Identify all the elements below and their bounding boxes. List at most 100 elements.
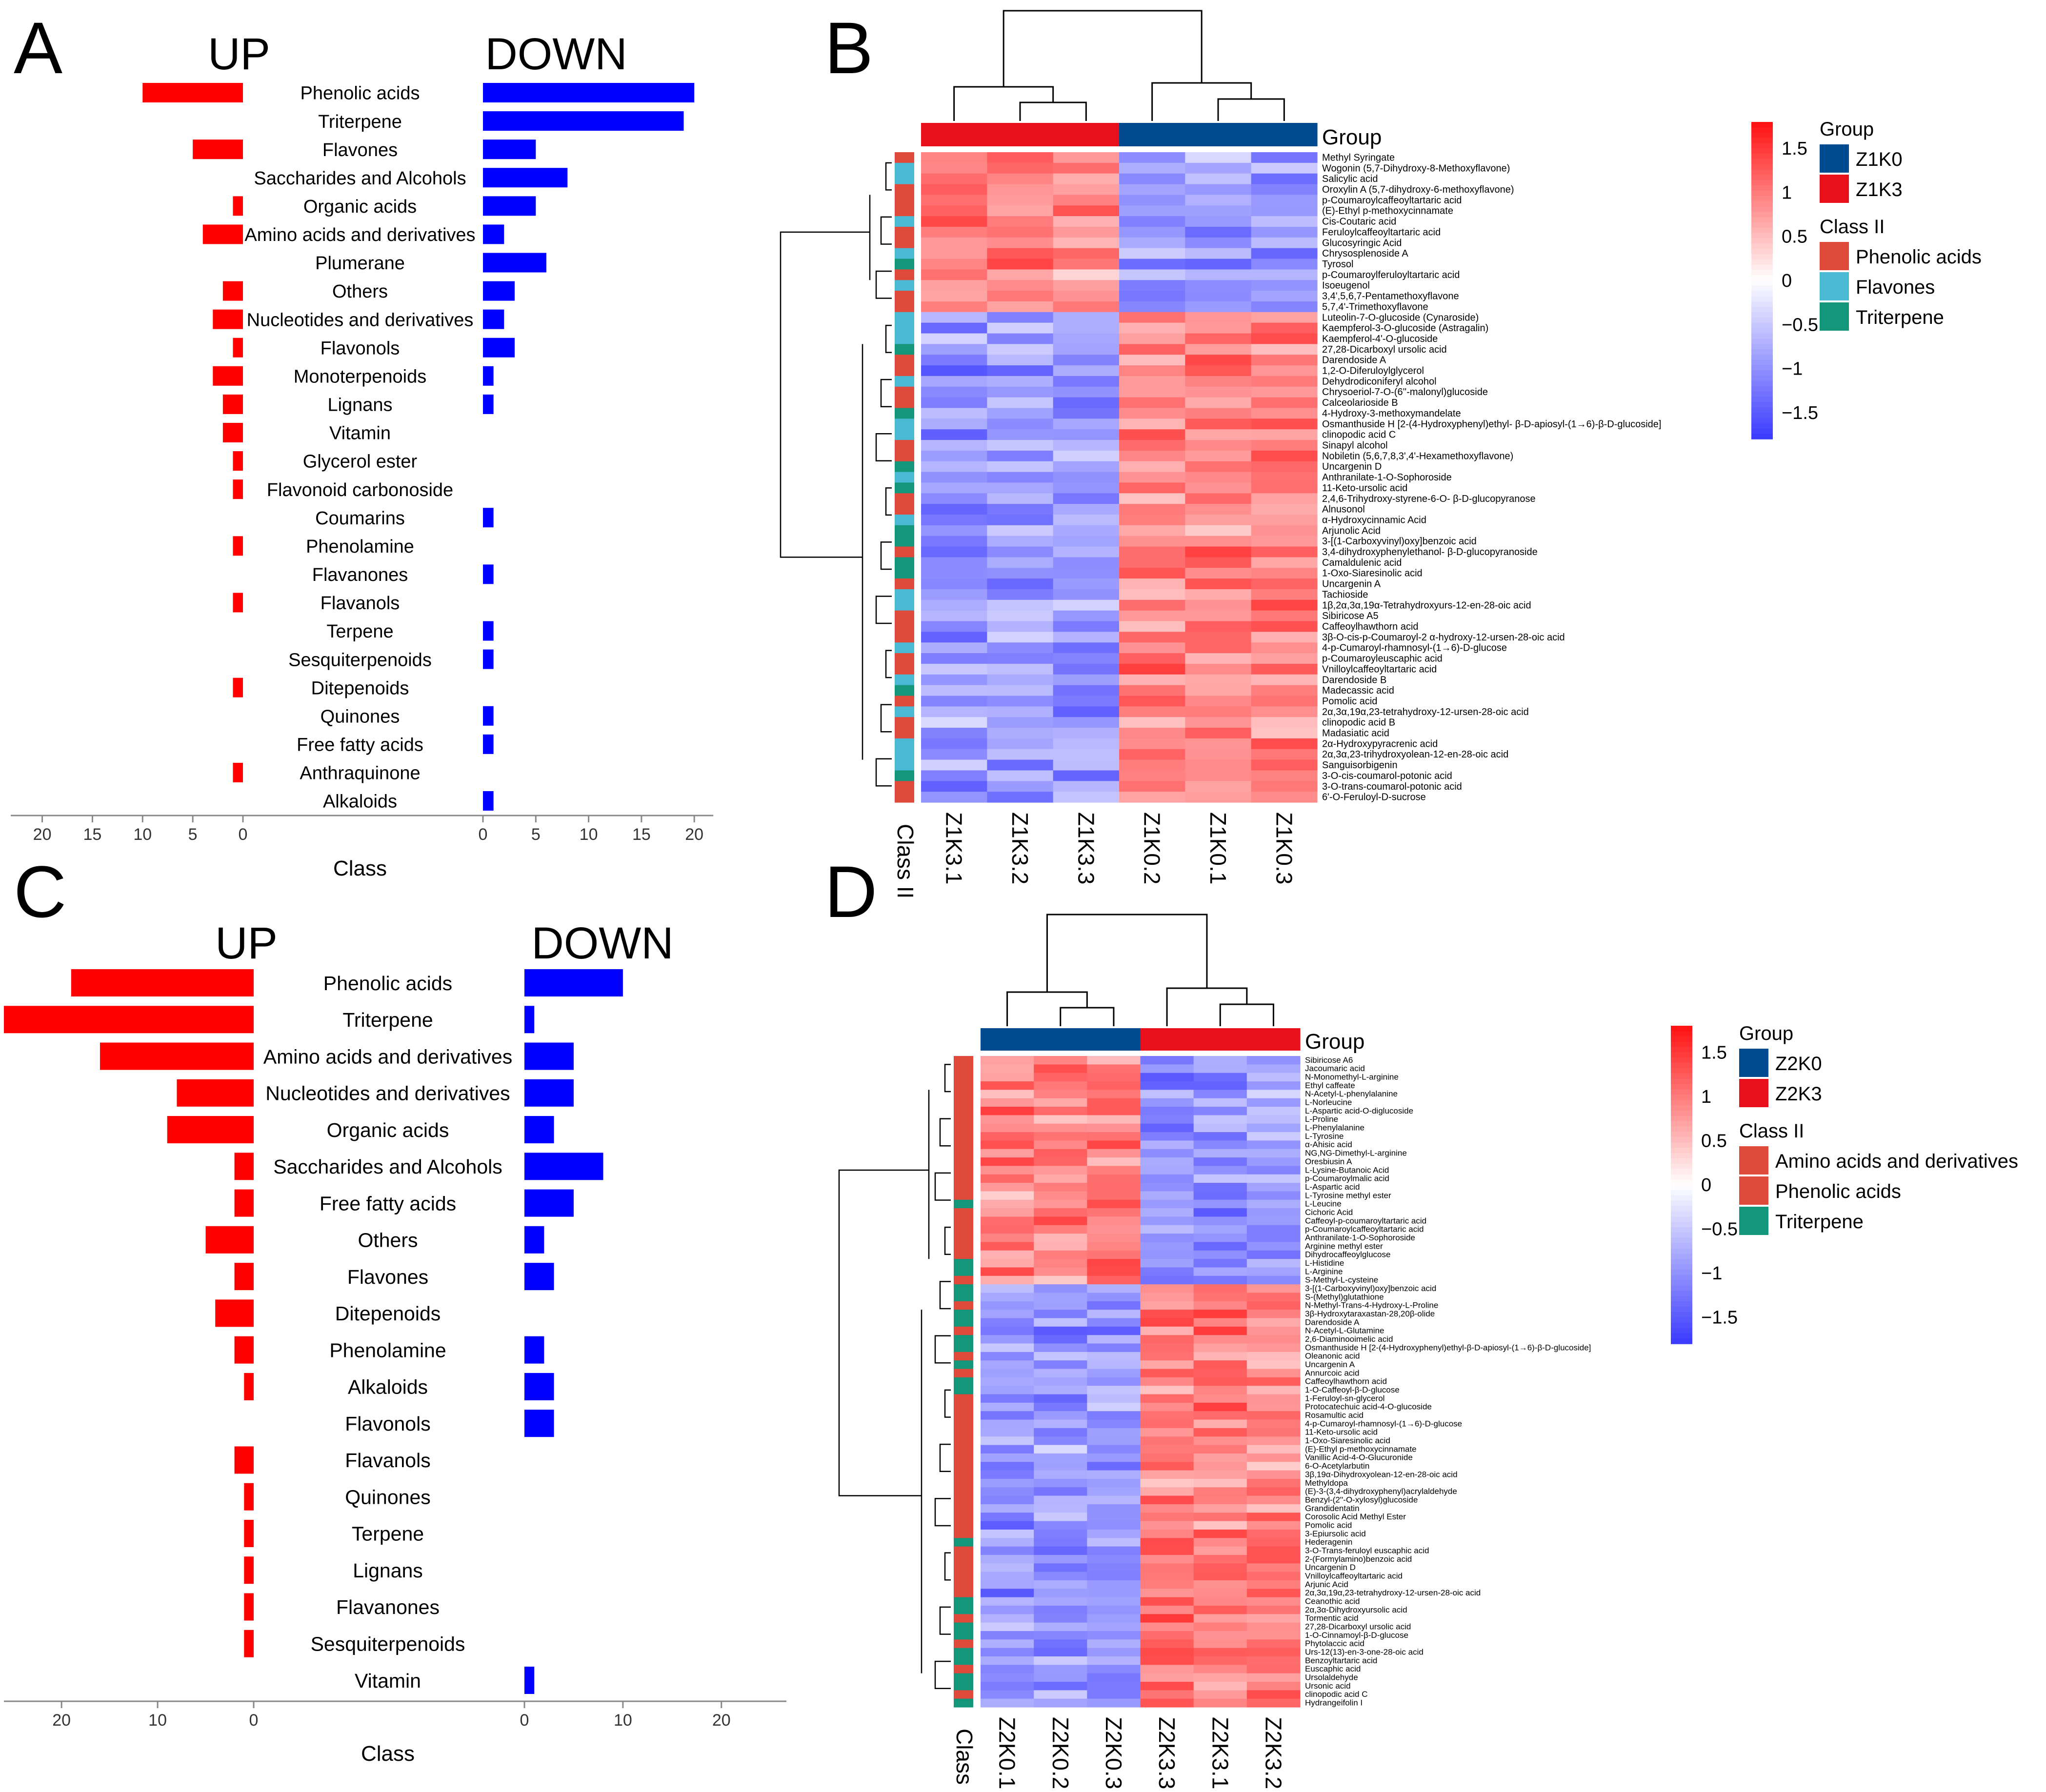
class-annotation-cell bbox=[954, 1115, 973, 1124]
row-label: Ceanothic acid bbox=[1305, 1596, 1360, 1606]
group-bar-label: Group bbox=[1305, 1030, 1364, 1054]
heatmap-cell bbox=[1193, 1081, 1247, 1090]
class-annotation-cell bbox=[895, 706, 914, 717]
heatmap-cell bbox=[1185, 759, 1252, 771]
colorbar-segment bbox=[1671, 1291, 1692, 1296]
column-label: Z1K0.2 bbox=[1140, 812, 1165, 884]
row-label: Jacoumaric acid bbox=[1305, 1064, 1365, 1073]
heatmap-cell bbox=[1193, 1538, 1247, 1547]
colorbar-segment bbox=[1671, 1338, 1692, 1344]
heatmap-cell bbox=[1185, 589, 1252, 600]
down-bar-25 bbox=[483, 791, 494, 811]
up-tick-label: 20 bbox=[52, 1711, 71, 1730]
row-label: L-Aspartic acid bbox=[1305, 1182, 1360, 1192]
colorbar-segment bbox=[1671, 1248, 1692, 1254]
class-annotation-cell bbox=[954, 1470, 973, 1479]
heatmap-cell bbox=[987, 355, 1054, 366]
class-annotation-cell bbox=[954, 1098, 973, 1107]
colorbar-segment bbox=[1671, 1174, 1692, 1180]
heatmap-cell bbox=[981, 1648, 1034, 1657]
heatmap-cell bbox=[981, 1166, 1034, 1175]
heatmap-cell bbox=[981, 1352, 1034, 1361]
heatmap-cell bbox=[1140, 1284, 1194, 1294]
column-label: Z2K0.2 bbox=[1048, 1717, 1073, 1789]
heatmap-cell bbox=[1034, 1191, 1087, 1200]
heatmap-cell bbox=[1053, 781, 1120, 792]
class-legend-label: Flavones bbox=[1856, 277, 1935, 298]
heatmap-cell bbox=[1140, 1504, 1194, 1513]
heatmap-cell bbox=[987, 322, 1054, 334]
heatmap-cell bbox=[1053, 291, 1120, 302]
heatmap-cell bbox=[1119, 493, 1185, 504]
colorbar-segment bbox=[1671, 1100, 1692, 1106]
heatmap-cell bbox=[1251, 482, 1318, 494]
class-annotation-cell bbox=[895, 621, 914, 632]
class-annotation-cell bbox=[954, 1343, 973, 1353]
row-label: Anthranilate-1-O-Sophoroside bbox=[1322, 472, 1452, 483]
heatmap-cell bbox=[1087, 1665, 1141, 1674]
heatmap-cell bbox=[1193, 1098, 1247, 1107]
heatmap-cell bbox=[1034, 1648, 1087, 1657]
class-annotation-cell bbox=[954, 1326, 973, 1335]
row-label: Hederagenin bbox=[1305, 1537, 1352, 1547]
heatmap-cell bbox=[981, 1495, 1034, 1505]
class-annotation-cell bbox=[954, 1639, 973, 1649]
heatmap-cell bbox=[1193, 1208, 1247, 1217]
heatmap-cell bbox=[1087, 1343, 1141, 1353]
heatmap-cell bbox=[987, 397, 1054, 409]
row-label: 2α,3α,23-trihydroxyolean-12-en-28-oic ac… bbox=[1322, 749, 1508, 760]
heatmap-cell bbox=[1185, 461, 1252, 473]
heatmap-cell bbox=[987, 205, 1054, 217]
colorbar-segment bbox=[1751, 333, 1773, 339]
colorbar-segment bbox=[1671, 1301, 1692, 1307]
down-bar-8 bbox=[524, 1263, 554, 1291]
heatmap-cell bbox=[1034, 1326, 1087, 1335]
down-label: DOWN bbox=[531, 918, 673, 968]
heatmap-cell bbox=[981, 1428, 1034, 1437]
up-bar-0 bbox=[71, 969, 254, 996]
heatmap-cell bbox=[981, 1225, 1034, 1234]
colorbar-segment bbox=[1751, 407, 1773, 413]
heatmap-cell bbox=[1185, 344, 1252, 355]
heatmap-cell bbox=[1251, 728, 1318, 739]
heatmap-cell bbox=[1119, 259, 1185, 270]
heatmap-cell bbox=[1087, 1597, 1141, 1606]
colorbar-segment bbox=[1751, 222, 1773, 228]
heatmap-cell bbox=[1119, 770, 1185, 781]
colorbar-segment bbox=[1671, 1264, 1692, 1270]
dendro-branch bbox=[934, 1498, 951, 1527]
heatmap-cell bbox=[1246, 1166, 1301, 1175]
class-annotation-cell bbox=[954, 1631, 973, 1640]
heatmap-cell bbox=[981, 1665, 1034, 1674]
heatmap-cell bbox=[1246, 1665, 1301, 1674]
panel-letter-c: C bbox=[14, 851, 66, 933]
heatmap-cell bbox=[1251, 152, 1318, 163]
heatmap-cell bbox=[981, 1183, 1034, 1192]
heatmap-cell bbox=[1246, 1614, 1301, 1623]
heatmap-cell bbox=[1140, 1690, 1194, 1699]
heatmap-cell bbox=[1251, 568, 1318, 579]
class-annotation-cell bbox=[954, 1216, 973, 1226]
heatmap-cell bbox=[1053, 226, 1120, 238]
row-label: Arjunolic Acid bbox=[1322, 525, 1381, 536]
row-label: L-Leucine bbox=[1305, 1199, 1342, 1209]
row-label: α-Ahisic acid bbox=[1305, 1140, 1352, 1149]
heatmap-cell bbox=[987, 461, 1054, 473]
heatmap-cell bbox=[1053, 589, 1120, 600]
class-annotation-cell bbox=[954, 1293, 973, 1302]
category-label: Flavanols bbox=[345, 1449, 430, 1472]
class-legend-label: Triterpene bbox=[1856, 307, 1944, 328]
row-label: Tyrosol bbox=[1322, 259, 1353, 270]
heatmap-cell bbox=[1087, 1521, 1141, 1530]
class-annotation-cell bbox=[895, 514, 914, 526]
heatmap-cell bbox=[1034, 1529, 1087, 1538]
colorbar-segment bbox=[1671, 1078, 1692, 1085]
heatmap-cell bbox=[1119, 152, 1185, 163]
heatmap-cell bbox=[981, 1698, 1034, 1708]
class-strip-label: Class II bbox=[952, 1729, 977, 1792]
up-bar-16 bbox=[233, 536, 243, 556]
heatmap-cell bbox=[987, 578, 1054, 590]
up-tick-label: 20 bbox=[33, 825, 52, 844]
heatmap-cell bbox=[1053, 717, 1120, 728]
colorbar-segment bbox=[1671, 1036, 1692, 1042]
